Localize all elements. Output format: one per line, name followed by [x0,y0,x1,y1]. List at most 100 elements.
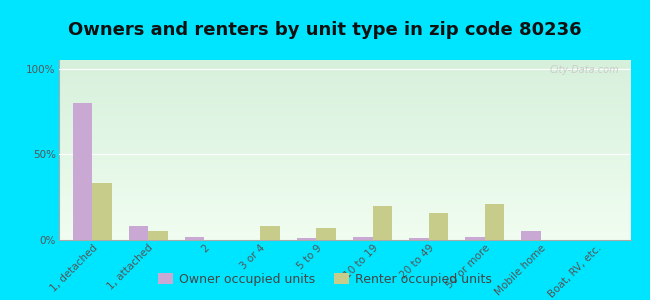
Bar [58,127,630,128]
Bar [58,163,630,164]
Bar [58,123,630,125]
Bar [58,132,630,134]
Bar [58,161,630,163]
Bar [58,175,630,177]
Bar [58,109,630,110]
Bar [58,166,630,168]
Bar [297,238,317,240]
Bar [58,139,630,141]
Bar [58,204,630,206]
Bar [58,60,630,62]
Bar [58,227,630,229]
Bar [58,235,630,236]
Bar [58,172,630,173]
Bar [58,62,630,64]
Bar [58,152,630,154]
Bar [58,168,630,170]
Bar [58,69,630,71]
Bar [58,186,630,188]
Bar [58,164,630,166]
Bar [58,148,630,150]
Bar [58,114,630,116]
Bar [58,91,630,92]
Bar [58,89,630,91]
Bar [58,229,630,231]
Bar [58,202,630,204]
Bar [58,101,630,103]
Bar [58,173,630,175]
Legend: Owner occupied units, Renter occupied units: Owner occupied units, Renter occupied un… [153,268,497,291]
Bar [58,74,630,76]
Bar [58,146,630,148]
Bar [58,143,630,145]
Bar [58,82,630,83]
Bar [428,213,448,240]
Bar [58,188,630,190]
Bar [58,134,630,136]
Bar [58,87,630,89]
Bar [58,236,630,238]
Bar [58,184,630,186]
Bar [58,130,630,132]
Bar [58,125,630,127]
Text: Owners and renters by unit type in zip code 80236: Owners and renters by unit type in zip c… [68,21,582,39]
Bar [58,136,630,137]
Bar [58,118,630,119]
Bar [148,231,168,240]
Bar [58,92,630,94]
Bar [58,226,630,227]
Bar [58,222,630,224]
Bar [185,237,204,240]
Bar [58,80,630,82]
Bar [58,110,630,112]
Bar [58,107,630,109]
Bar [58,208,630,209]
Bar [58,179,630,181]
Bar [58,78,630,80]
Bar [372,206,392,240]
Bar [58,145,630,146]
Bar [58,191,630,193]
Bar [58,71,630,73]
Bar [58,157,630,159]
Bar [58,141,630,143]
Bar [58,67,630,69]
Bar [485,204,504,240]
Bar [58,112,630,114]
Bar [58,233,630,235]
Bar [58,197,630,199]
Bar [58,154,630,155]
Bar [58,231,630,233]
Bar [58,100,630,101]
Bar [58,217,630,218]
Bar [58,155,630,157]
Bar [58,150,630,152]
Bar [58,103,630,105]
Bar [58,213,630,215]
Bar [58,193,630,195]
Bar [521,231,541,240]
Bar [58,96,630,98]
Bar [58,206,630,208]
Bar [58,195,630,197]
Bar [58,65,630,67]
Bar [58,200,630,202]
Bar [73,103,92,240]
Bar [58,98,630,100]
Bar [317,228,336,240]
Bar [58,215,630,217]
Bar [58,76,630,78]
Bar [58,85,630,87]
Bar [58,159,630,161]
Bar [58,121,630,123]
Bar [58,64,630,65]
Bar [58,238,630,240]
Bar [58,170,630,172]
Bar [58,105,630,107]
Bar [409,238,428,240]
Bar [465,237,485,240]
Bar [58,94,630,96]
Bar [261,226,280,240]
Bar [58,190,630,191]
Bar [129,226,148,240]
